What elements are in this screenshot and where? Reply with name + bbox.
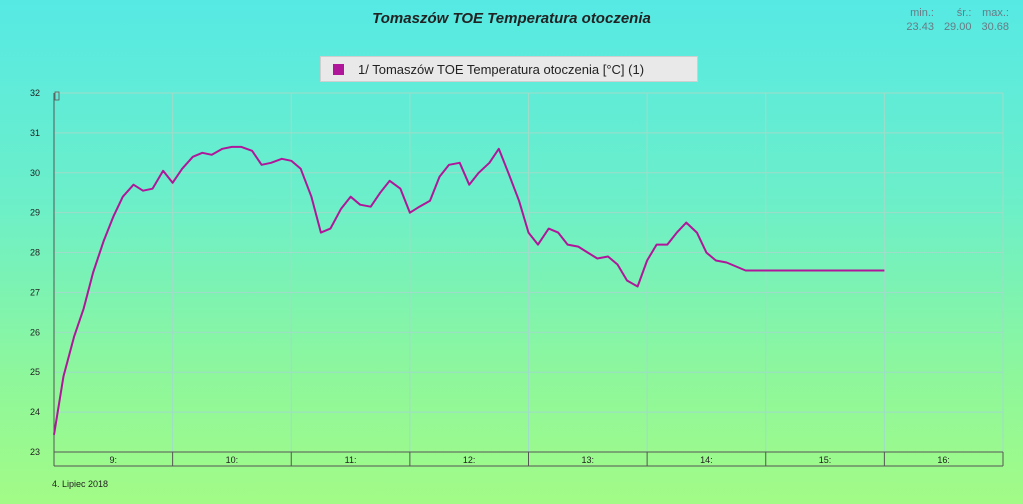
y-tick-label: 28 (30, 248, 40, 258)
y-tick-label: 31 (30, 128, 40, 138)
max-value: 30.68 (981, 21, 1009, 33)
y-tick-label: 30 (30, 168, 40, 178)
y-tick-label: 23 (30, 447, 40, 457)
x-tick-label: 14: (700, 455, 713, 465)
x-tick-label: 15: (819, 455, 832, 465)
legend[interactable]: 1/ Tomaszów TOE Temperatura otoczenia [°… (320, 56, 698, 82)
x-tick-label: 9: (110, 455, 118, 465)
y-tick-label: 24 (30, 407, 40, 417)
stats-panel: min.: śr.: max.: 23.43 29.00 30.68 (896, 6, 1009, 34)
series-line (53, 145, 885, 435)
y-tick-label: 25 (30, 367, 40, 377)
x-tick-label: 13: (582, 455, 595, 465)
min-value: 23.43 (906, 21, 934, 33)
cursor-marker (54, 91, 60, 101)
max-label: max.: (982, 7, 1009, 19)
chart-title: Tomaszów TOE Temperatura otoczenia (372, 10, 651, 27)
y-tick-label: 26 (30, 327, 40, 337)
legend-swatch (333, 63, 344, 75)
avg-label: śr.: (956, 7, 972, 19)
y-tick-label: 32 (30, 88, 40, 98)
y-tick-label: 27 (30, 287, 40, 297)
min-label: min.: (910, 7, 934, 19)
y-tick-label: 29 (30, 208, 40, 218)
x-tick-label: 12: (463, 455, 476, 465)
legend-label: 1/ Tomaszów TOE Temperatura otoczenia [°… (358, 61, 645, 77)
date-label: 4. Lipiec 2018 (52, 479, 109, 489)
x-tick-label: 10: (226, 455, 239, 465)
x-tick-label: 11: (345, 455, 357, 465)
x-tick-label: 16: (937, 455, 950, 465)
avg-value: 29.00 (943, 21, 972, 33)
